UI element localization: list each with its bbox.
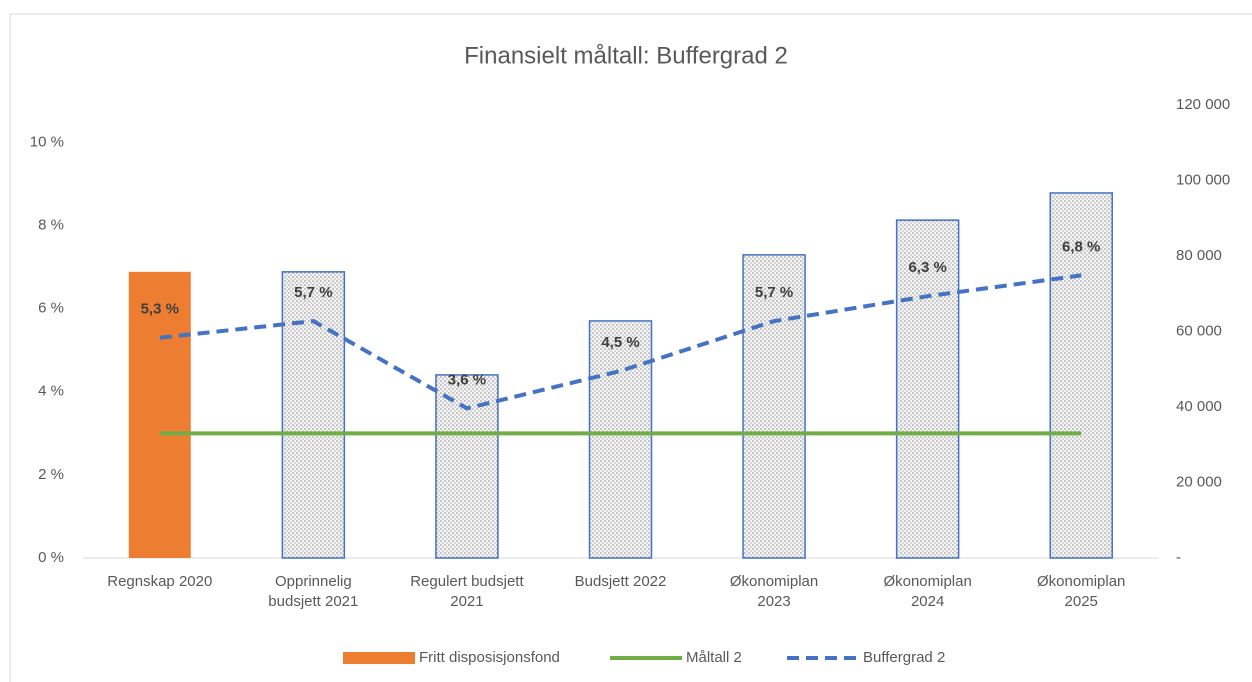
- chart-border: [9, 13, 1252, 682]
- y-tick-label: 8 %: [38, 216, 64, 233]
- x-tick-label: Økonomiplan 2025: [1037, 573, 1126, 610]
- legend-label: Fritt disposisjonsfond: [419, 649, 560, 666]
- data-label: 4,5 %: [601, 334, 639, 351]
- data-label: 6,3 %: [908, 259, 946, 276]
- data-label: 5,7 %: [294, 284, 332, 301]
- data-label: 3,6 %: [448, 371, 486, 388]
- line: [159, 273, 1082, 411]
- y-tick-label: 10 %: [30, 133, 64, 150]
- bar: [1049, 192, 1113, 559]
- data-label: 5,3 %: [141, 301, 179, 318]
- y2-tick-label: 80 000: [1176, 247, 1222, 264]
- x-tick-label: Regnskap 2020: [107, 573, 213, 590]
- x-tick-label: Budsjett 2022: [574, 573, 667, 590]
- bar: [435, 374, 499, 559]
- chart-title: Finansielt måltall: Buffergrad 2: [464, 42, 788, 69]
- y2-tick-label: 40 000: [1176, 398, 1222, 415]
- y-tick-label: 6 %: [38, 300, 64, 317]
- legend-label: Måltall 2: [686, 649, 742, 666]
- bar: [895, 219, 960, 559]
- y-tick-label: 4 %: [38, 383, 64, 400]
- y-tick-label: 2 %: [38, 466, 64, 483]
- legend-swatch: [343, 652, 415, 664]
- bar: [281, 271, 346, 559]
- x-tick-label: Opprinnelig budsjett 2021: [268, 573, 359, 610]
- x-tick-label: Økonomiplan 2024: [883, 573, 972, 610]
- bar: [588, 320, 653, 559]
- data-label: 6,8 %: [1062, 238, 1100, 255]
- y2-tick-label: -: [1176, 549, 1181, 566]
- data-label: 5,7 %: [755, 284, 793, 301]
- y2-tick-label: 20 000: [1176, 473, 1222, 490]
- y2-tick-label: 100 000: [1176, 171, 1230, 188]
- x-tick-label: Økonomiplan 2023: [729, 573, 819, 610]
- y2-tick-label: 120 000: [1176, 96, 1230, 113]
- y2-tick-label: 60 000: [1176, 322, 1222, 339]
- x-tick-label: Regulert budsjett 2021: [410, 573, 524, 610]
- legend-label: Buffergrad 2: [863, 649, 945, 666]
- bar: [128, 271, 191, 558]
- bar: [742, 254, 806, 559]
- y-tick-label: 0 %: [38, 549, 64, 566]
